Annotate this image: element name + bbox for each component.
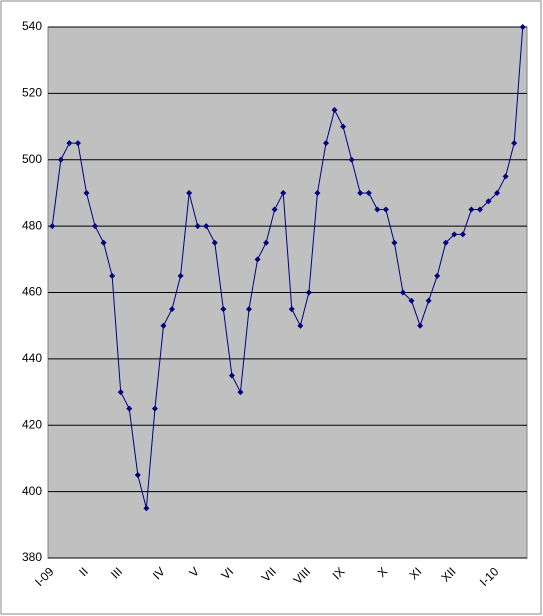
data-marker	[100, 239, 107, 246]
data-marker	[211, 239, 218, 246]
data-marker	[382, 206, 389, 213]
data-marker	[434, 272, 441, 279]
data-marker	[237, 389, 244, 396]
data-marker	[297, 322, 304, 329]
data-marker	[66, 140, 73, 147]
data-marker	[468, 206, 475, 213]
data-marker	[451, 231, 458, 238]
data-marker	[228, 372, 235, 379]
data-marker	[357, 189, 364, 196]
data-marker	[246, 306, 253, 313]
data-marker	[83, 189, 90, 196]
data-marker	[519, 24, 526, 30]
data-marker	[177, 272, 184, 279]
data-marker	[220, 306, 227, 313]
data-marker	[74, 140, 81, 147]
data-marker	[280, 189, 287, 196]
data-marker	[348, 156, 355, 163]
data-marker	[485, 198, 492, 205]
data-marker	[126, 405, 133, 412]
data-marker	[502, 173, 509, 180]
y-tick-label: 480	[22, 218, 42, 232]
data-marker	[314, 189, 321, 196]
data-marker	[160, 322, 167, 329]
data-marker	[459, 231, 466, 238]
data-marker	[365, 189, 372, 196]
data-marker	[109, 272, 116, 279]
y-tick-label: 400	[22, 484, 42, 498]
data-marker	[134, 472, 141, 479]
data-marker	[494, 189, 501, 196]
data-marker	[117, 389, 124, 396]
data-marker	[476, 206, 483, 213]
data-marker	[143, 505, 150, 512]
data-marker	[151, 405, 158, 412]
y-tick-label: 420	[22, 417, 42, 431]
data-marker	[408, 297, 415, 304]
y-tick-label: 540	[22, 19, 42, 33]
data-marker	[288, 306, 295, 313]
data-marker	[194, 223, 201, 230]
data-marker	[186, 189, 193, 196]
y-tick-label: 460	[22, 285, 42, 299]
data-marker	[391, 239, 398, 246]
data-marker	[203, 223, 210, 230]
data-marker	[374, 206, 381, 213]
data-marker	[331, 106, 338, 113]
data-marker	[340, 123, 347, 130]
y-tick-label: 520	[22, 86, 42, 100]
data-marker	[305, 289, 312, 296]
data-marker	[57, 156, 64, 163]
data-marker	[442, 239, 449, 246]
data-marker	[169, 306, 176, 313]
y-tick-label: 380	[22, 550, 42, 564]
y-tick-label: 440	[22, 351, 42, 365]
data-marker	[92, 223, 99, 230]
y-tick-label: 500	[22, 152, 42, 166]
data-marker	[263, 239, 270, 246]
data-marker	[425, 297, 432, 304]
data-line	[51, 26, 524, 509]
data-marker	[254, 256, 261, 263]
data-marker	[399, 289, 406, 296]
data-marker	[271, 206, 278, 213]
data-marker	[417, 322, 424, 329]
data-marker	[322, 140, 329, 147]
data-marker	[49, 223, 56, 230]
data-marker	[511, 140, 518, 147]
